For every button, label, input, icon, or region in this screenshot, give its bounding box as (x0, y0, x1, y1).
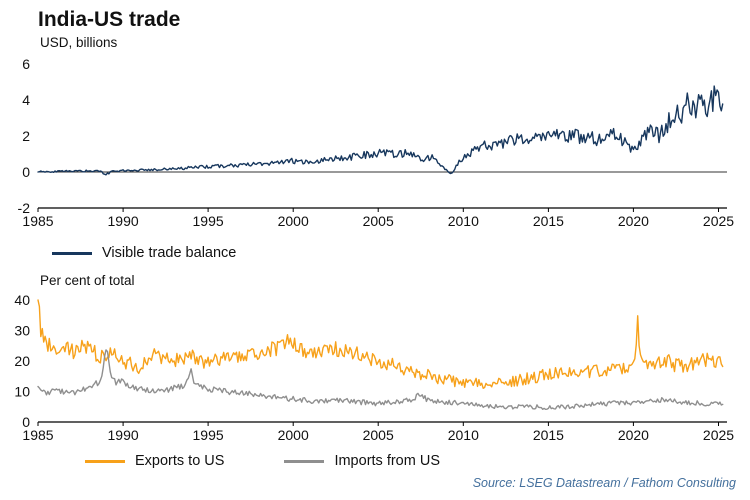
y-tick-label: 4 (22, 92, 30, 108)
y-tick-label: 0 (22, 414, 30, 430)
x-tick-label: 2020 (618, 213, 649, 229)
bottom-chart-legend: Exports to US Imports from US (85, 453, 440, 469)
imports-from-us-label: Imports from US (334, 453, 440, 469)
trade-shares-chart: 1985 1990 1995 2000 2005 2010 2015 2020 2025 0 10 2… (14, 294, 734, 443)
visible-trade-balance-swatch (52, 251, 92, 255)
legend-item-visible-trade-balance: Visible trade balance (52, 245, 236, 261)
page-title: India-US trade (38, 8, 181, 31)
y-tick-label: -2 (18, 200, 31, 216)
series-line (37, 85, 724, 176)
y-tick-label: 20 (14, 353, 30, 369)
x-tick-label: 2005 (363, 213, 394, 229)
x-tick-label: 2025 (703, 213, 734, 229)
x-tick-label: 2025 (703, 427, 734, 443)
x-tick-label: 1995 (193, 213, 224, 229)
y-tick-label: 30 (14, 323, 30, 339)
bottom-chart-axis-caption: Per cent of total (40, 273, 135, 288)
x-tick-label: 1985 (22, 213, 53, 229)
trade-balance-chart: 1985 1990 1995 2000 2005 2010 2015 2020 2025 -2 0 2… (18, 56, 735, 229)
x-tick-label: 2000 (278, 213, 309, 229)
x-tick-label: 1990 (108, 213, 139, 229)
y-tick-label: 6 (22, 56, 30, 72)
top-chart-legend: Visible trade balance (52, 245, 236, 261)
x-tick-label: 2010 (448, 427, 479, 443)
legend-item-exports-to-us: Exports to US (85, 453, 224, 469)
x-tick-label: 2005 (363, 427, 394, 443)
series-line (37, 299, 724, 390)
x-tick-label: 2015 (533, 213, 564, 229)
series-line (37, 349, 724, 411)
imports-from-us-swatch (284, 459, 325, 463)
x-tick-label: 2015 (533, 427, 564, 443)
x-tick-label: 2000 (278, 427, 309, 443)
x-tick-label: 1990 (108, 427, 139, 443)
visible-trade-balance-label: Visible trade balance (102, 245, 237, 261)
x-tick-label: 1985 (22, 427, 53, 443)
legend-item-imports-from-us: Imports from US (284, 453, 440, 469)
exports-to-us-label: Exports to US (135, 453, 225, 469)
y-tick-label: 2 (22, 128, 30, 144)
exports-to-us-swatch (85, 459, 125, 463)
x-tick-label: 2020 (618, 427, 649, 443)
y-tick-label: 10 (14, 384, 30, 400)
source-note: Source: LSEG Datastream / Fathom Consult… (472, 476, 736, 490)
y-tick-label: 40 (14, 294, 30, 308)
top-chart-axis-caption: USD, billions (40, 35, 118, 50)
y-tick-label: 0 (22, 164, 30, 180)
x-tick-label: 2010 (448, 213, 479, 229)
x-tick-label: 1995 (193, 427, 224, 443)
